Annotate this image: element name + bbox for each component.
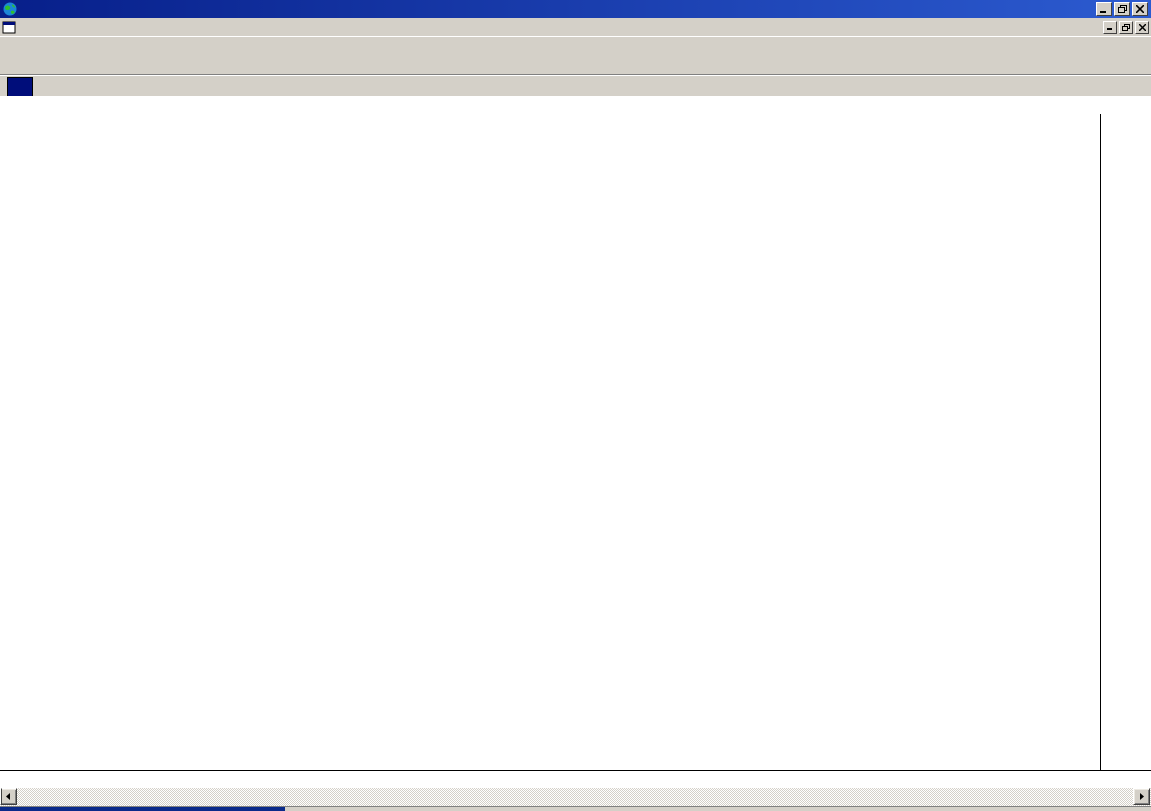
main-price-chart[interactable] <box>0 114 1100 556</box>
app-globe-icon <box>3 2 17 16</box>
menu-bar <box>0 18 1151 36</box>
scrollbar-thumb[interactable] <box>0 788 2 805</box>
toolbar <box>0 36 1151 74</box>
close-button[interactable] <box>1132 2 1148 16</box>
child-restore-button[interactable] <box>1119 20 1133 34</box>
child-minimize-button[interactable] <box>1103 20 1117 34</box>
horizontal-scrollbar[interactable] <box>0 788 1151 806</box>
restore-button[interactable] <box>1114 2 1130 16</box>
taskbar-fragment <box>0 807 285 811</box>
chart-info-line <box>0 96 1151 114</box>
title-bar <box>0 0 1151 18</box>
bottom-edge-strip <box>0 806 1151 811</box>
time-axis <box>0 770 1151 788</box>
cci-50-axis <box>1100 556 1151 686</box>
chart-document-icon[interactable] <box>2 21 17 34</box>
tab-ymm0[interactable] <box>7 77 33 96</box>
scroll-right-button[interactable] <box>1133 788 1150 805</box>
chart-client-area <box>0 114 1151 811</box>
cci-14-axis <box>1100 686 1151 774</box>
minimize-button[interactable] <box>1096 2 1112 16</box>
scroll-left-button[interactable] <box>0 788 17 805</box>
axis-spine <box>1100 114 1101 770</box>
child-close-button[interactable] <box>1135 20 1149 34</box>
cci-14-panel[interactable] <box>0 686 1100 770</box>
cci-50-panel[interactable] <box>0 556 1100 686</box>
price-axis <box>1100 114 1151 556</box>
chart-tab-row <box>0 74 1151 96</box>
